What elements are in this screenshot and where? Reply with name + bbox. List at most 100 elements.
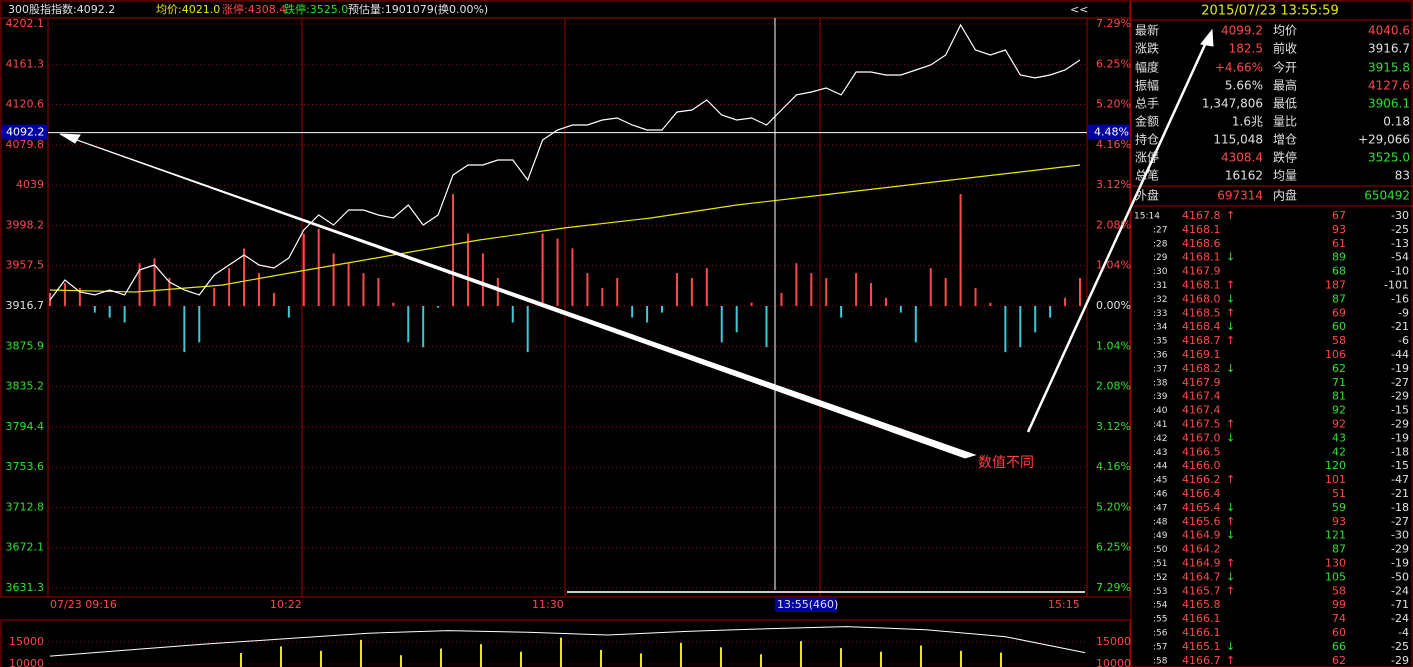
quote-value: 3906.1 xyxy=(1368,97,1410,111)
quote-label: 最低 xyxy=(1273,97,1297,111)
tick-time: :33 xyxy=(1153,309,1167,319)
tick-change: -30 xyxy=(1391,209,1409,222)
strength-bar xyxy=(884,297,887,306)
tick-time: :42 xyxy=(1153,434,1167,444)
tick-price: 4168.2 xyxy=(1182,362,1221,375)
strength-bar xyxy=(108,306,111,318)
tick-volume: 61 xyxy=(1332,237,1346,250)
strength-bar xyxy=(929,268,932,306)
tick-price: 4168.4 xyxy=(1182,320,1221,333)
tick-volume: 58 xyxy=(1332,334,1346,347)
quote-value: 83 xyxy=(1395,169,1410,183)
tick-price: 4168.1 xyxy=(1182,279,1221,292)
tick-arrow: ↓ xyxy=(1226,431,1235,444)
tick-price: 4169.1 xyxy=(1182,348,1221,361)
tick-arrow: ↓ xyxy=(1226,640,1235,653)
tick-volume: 67 xyxy=(1332,209,1346,222)
tick-price: 4167.9 xyxy=(1182,265,1221,278)
average-line xyxy=(49,164,1081,293)
y-tick-label: 3998.2 xyxy=(6,218,45,231)
quote-label: 跌停 xyxy=(1273,150,1297,165)
y-tick-label: 3753.6 xyxy=(6,460,45,473)
tick-time: :39 xyxy=(1153,392,1168,402)
quote-value: 3916.7 xyxy=(1368,42,1410,56)
tick-time: :35 xyxy=(1153,337,1167,347)
header-down-limit: 跌停:3525.0 xyxy=(284,2,348,16)
volume-bar xyxy=(840,648,842,667)
tick-volume: 59 xyxy=(1332,501,1346,514)
volume-line xyxy=(49,626,1086,657)
strength-bar xyxy=(989,302,992,306)
tick-volume: 92 xyxy=(1332,404,1346,417)
quote-frame xyxy=(1130,0,1413,667)
tick-price: 4165.7 xyxy=(1182,584,1221,597)
tick-volume: 58 xyxy=(1332,584,1346,597)
tick-price: 4168.1 xyxy=(1182,251,1221,264)
tick-time: :55 xyxy=(1153,615,1167,625)
tick-change: -47 xyxy=(1391,473,1409,486)
quote-value: 4099.2 xyxy=(1221,24,1263,38)
strength-bar xyxy=(392,302,395,306)
strength-bar xyxy=(556,238,559,306)
strength-bar xyxy=(780,292,783,306)
strength-bar xyxy=(586,273,589,306)
quote-value: 1,347,806 xyxy=(1202,97,1263,111)
y-tick-label: 4202.1 xyxy=(6,17,45,30)
strength-bar xyxy=(466,233,469,306)
tick-volume: 106 xyxy=(1325,348,1346,361)
tick-change: -18 xyxy=(1391,501,1409,514)
tick-time: :37 xyxy=(1153,364,1167,374)
tick-change: -71 xyxy=(1391,598,1409,611)
tick-price: 4167.4 xyxy=(1182,404,1221,417)
strength-bar xyxy=(332,253,335,306)
tick-arrow: ↑ xyxy=(1226,209,1235,222)
quote-label: 增仓 xyxy=(1273,133,1297,147)
tick-change: -25 xyxy=(1391,640,1409,653)
tick-volume: 62 xyxy=(1332,654,1346,667)
strength-bar xyxy=(675,273,678,306)
x-tick-label: 15:15 xyxy=(1048,598,1080,611)
strength-bar xyxy=(1049,306,1052,318)
tick-change: -29 xyxy=(1391,654,1409,667)
strength-bar xyxy=(213,287,216,306)
strength-bar xyxy=(362,273,365,306)
y-tick-label: 3875.9 xyxy=(6,339,45,352)
tick-volume: 81 xyxy=(1332,390,1346,403)
tick-time: :57 xyxy=(1153,642,1167,652)
tick-arrow: ↓ xyxy=(1226,251,1235,264)
tick-price: 4168.7 xyxy=(1182,334,1221,347)
strength-bar xyxy=(198,306,201,343)
quote-label: 幅度 xyxy=(1135,60,1159,75)
tick-time: :31 xyxy=(1153,281,1167,291)
quote-label: 总笔 xyxy=(1135,168,1159,183)
y-tick-label: 4039 xyxy=(16,178,44,191)
quote-value: 4308.4 xyxy=(1221,151,1263,165)
tick-price: 4164.2 xyxy=(1182,543,1221,556)
strength-bar xyxy=(422,306,425,348)
cursor-box xyxy=(1088,124,1130,140)
tick-price: 4168.6 xyxy=(1182,237,1221,250)
strength-bar xyxy=(661,306,664,313)
strength-bar xyxy=(616,278,619,306)
quote-value: 5.66% xyxy=(1225,79,1263,93)
strength-bar xyxy=(974,287,977,306)
tick-time: :49 xyxy=(1153,531,1168,541)
y-tick-label: 3672.1 xyxy=(6,541,45,554)
strength-bar xyxy=(601,287,604,306)
volume-bar xyxy=(880,651,882,667)
header-estimate: 预估量:1901079(换0.00%) xyxy=(348,2,488,16)
collapse-button[interactable]: << xyxy=(1070,3,1088,16)
tick-change: -4 xyxy=(1398,626,1409,639)
tick-change: -27 xyxy=(1391,515,1409,528)
quote-label: 外盘 xyxy=(1135,188,1159,203)
volume-bar xyxy=(360,639,362,667)
y-tick-label: 3957.5 xyxy=(6,259,45,272)
annotation-arrows xyxy=(59,28,1214,459)
tick-time: :40 xyxy=(1153,406,1168,416)
tick-change: -44 xyxy=(1391,348,1409,361)
quote-value: 4127.6 xyxy=(1368,79,1410,93)
tick-time: :51 xyxy=(1153,559,1167,569)
tick-price: 4167.5 xyxy=(1182,418,1221,431)
volume-bar xyxy=(760,654,762,667)
tick-volume: 60 xyxy=(1332,626,1346,639)
